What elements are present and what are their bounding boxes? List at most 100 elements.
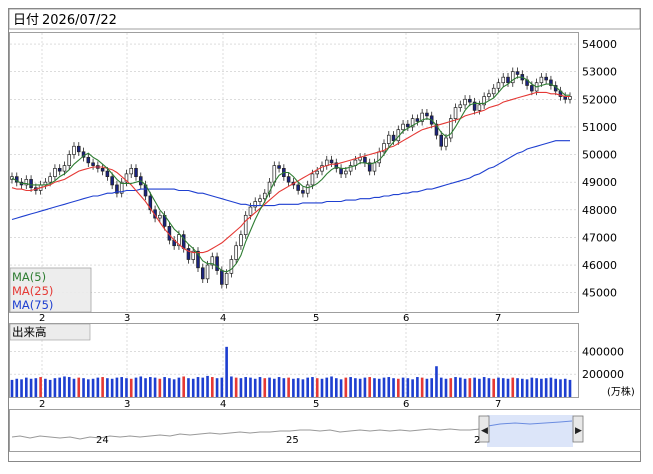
volume-bar (306, 377, 310, 397)
candle-body (200, 267, 205, 280)
volume-bar (210, 377, 214, 397)
price-y-tick-label: 47000 (582, 231, 617, 244)
candle-body (148, 195, 153, 211)
candle-body (463, 98, 467, 106)
navigator-history-line (11, 428, 481, 440)
candle-body (391, 134, 396, 142)
price-y-tick-label: 52000 (582, 93, 617, 106)
price-x-tick-label: 3 (124, 313, 130, 324)
volume-bar (58, 377, 62, 397)
volume-bar (292, 378, 295, 397)
volume-bar (110, 378, 114, 397)
candle-body (501, 76, 506, 84)
volume-bar (425, 378, 429, 397)
candle-body (439, 134, 444, 147)
volume-bar (268, 377, 271, 397)
volume-bar (86, 379, 90, 397)
volume-bar (239, 378, 243, 397)
price-y-tick-label: 46000 (582, 259, 617, 272)
candle-body (100, 168, 105, 172)
volume-bar (487, 378, 491, 397)
candle-body (348, 165, 353, 172)
candle-body (215, 256, 219, 271)
price-y-axis: 45000 46000 47000 48000 49000 50000 51000 52000… (582, 38, 617, 300)
candle-body (239, 234, 243, 247)
candle-body (382, 143, 386, 153)
volume-bar (530, 377, 534, 397)
candle-body (253, 201, 258, 208)
volume-bar (20, 379, 23, 397)
ma-legend-box (9, 267, 92, 313)
legend-ma75: MA(75) (12, 298, 53, 312)
volume-bar (339, 379, 343, 397)
navigator-left-handle[interactable] (478, 415, 490, 443)
volume-x-tick-label: 6 (403, 399, 409, 410)
candle-body (29, 179, 33, 189)
volume-bar (215, 378, 219, 397)
volume-bar (72, 378, 76, 397)
volume-bar (449, 378, 453, 397)
volume-bar (225, 346, 228, 397)
candle-body (448, 118, 453, 139)
candle-body (334, 162, 339, 169)
navigator-label-25: 25 (286, 435, 299, 446)
volume-bar (82, 378, 85, 397)
volume-bar (363, 377, 367, 397)
ma25-line (11, 91, 570, 254)
volume-bar (354, 378, 357, 397)
volume-bar (501, 378, 505, 397)
navigator-selection[interactable] (487, 415, 573, 447)
navigator-right-handle[interactable] (572, 415, 584, 443)
volume-bar (234, 377, 238, 397)
price-y-tick-label: 53000 (582, 66, 617, 79)
volume-bar (468, 378, 472, 397)
volume-bar (463, 378, 467, 397)
candle-body (24, 179, 29, 186)
candle-body (425, 112, 429, 117)
volume-bar (392, 378, 395, 397)
candle-body (549, 79, 553, 86)
candle-body (301, 190, 305, 194)
candle-body (401, 123, 405, 131)
candle-body (544, 76, 548, 81)
ma75-line (11, 140, 570, 221)
candle-body (434, 123, 439, 136)
volume-bar (125, 378, 128, 397)
candle-body (53, 168, 57, 177)
volume-bar (129, 378, 133, 397)
legend-ma25: MA(25) (12, 284, 53, 298)
volume-bar (520, 378, 524, 397)
candle-body (344, 170, 348, 175)
volume-bar (101, 377, 104, 397)
candle-body (415, 118, 420, 122)
volume-bar (301, 379, 305, 397)
volume-bar (187, 378, 190, 397)
volume-bar (206, 375, 209, 397)
candle-body (491, 87, 496, 95)
volume-bar (230, 376, 233, 397)
volume-bar (139, 376, 143, 397)
candle-body (363, 156, 367, 164)
volume-bar (277, 377, 281, 397)
candle-body (248, 206, 253, 216)
price-y-tick-label: 45000 (582, 287, 617, 300)
volume-bar (48, 379, 52, 397)
candle-body (62, 165, 67, 172)
candle-body (134, 168, 138, 177)
price-y-tick-label: 48000 (582, 204, 617, 217)
candle-body (506, 76, 510, 84)
candle-body (315, 170, 320, 175)
volume-bar (163, 377, 166, 397)
candle-body (229, 259, 234, 274)
volume-bar (148, 377, 152, 397)
volume-bar (15, 378, 19, 397)
candle-body (420, 112, 424, 122)
volume-bar (244, 377, 248, 397)
navigator-selection-line (487, 420, 573, 427)
volume-bar (272, 378, 276, 397)
volume-bar (201, 377, 205, 397)
volume-title-box (9, 323, 91, 341)
navigator-label-24: 24 (96, 435, 109, 446)
candle-body (186, 248, 191, 260)
